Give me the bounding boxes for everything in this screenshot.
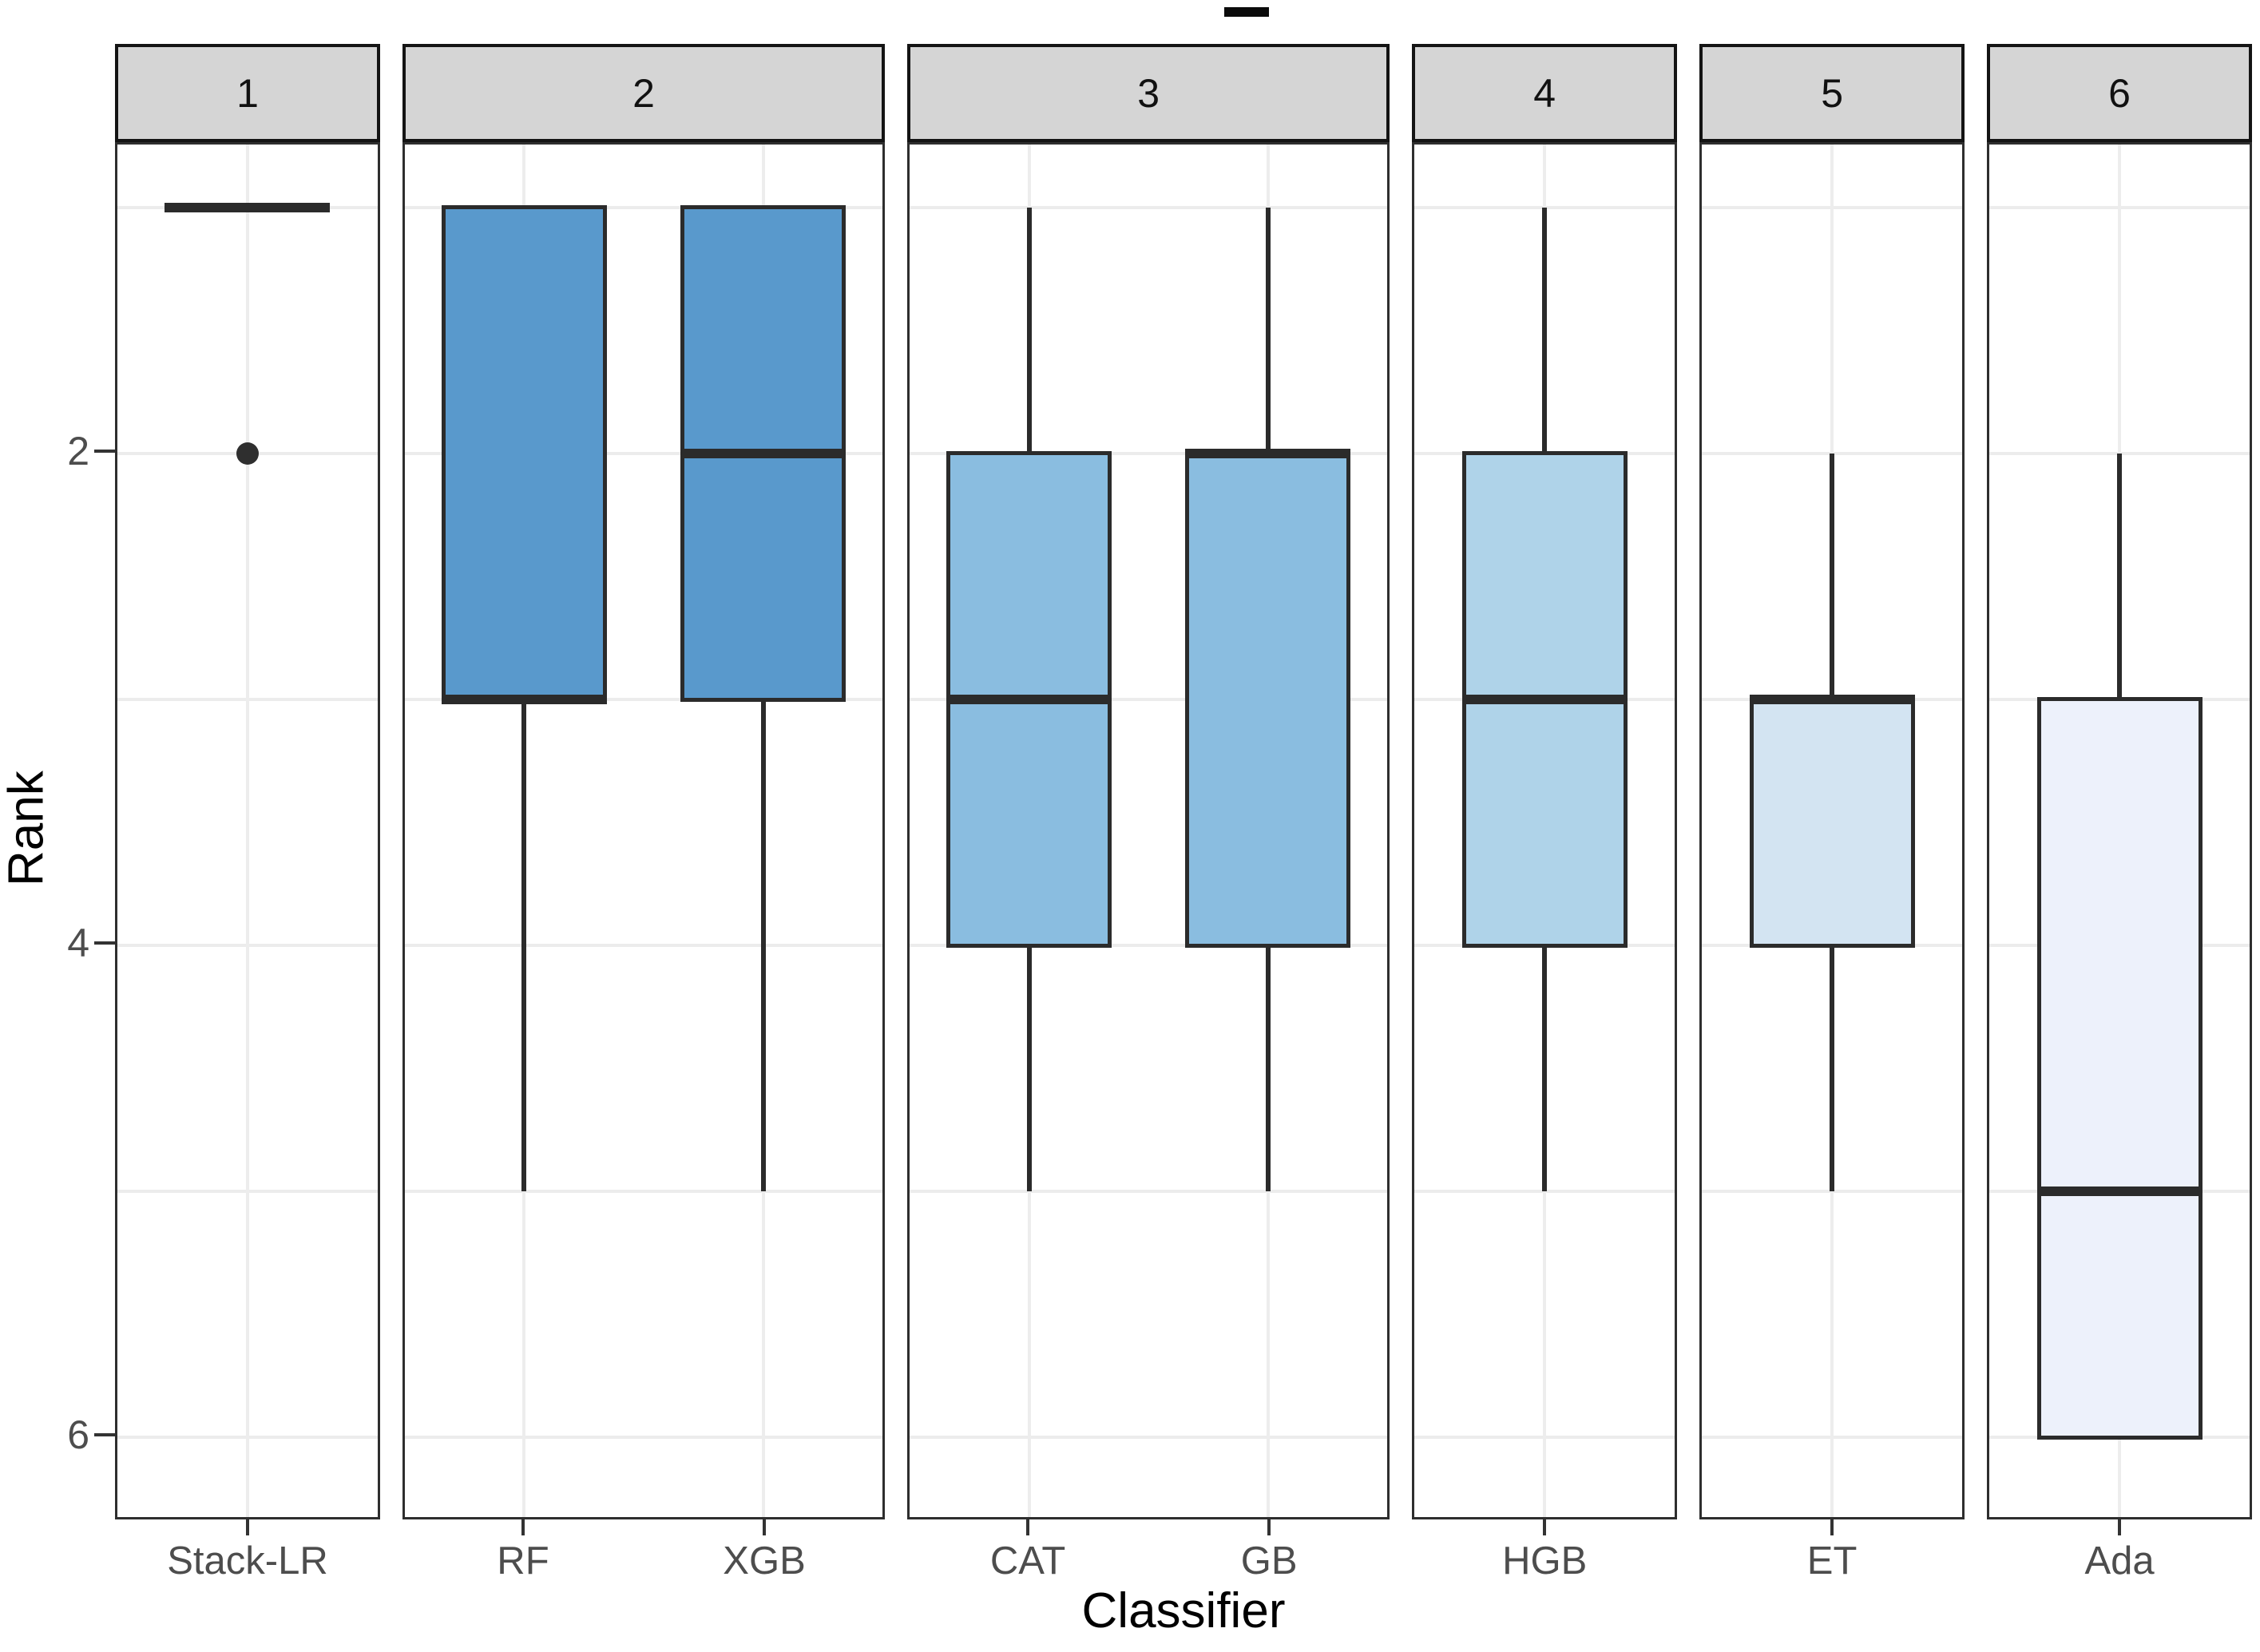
y-tick-labels: 2 4 6 [45, 142, 89, 1515]
facet-strip: 1 [115, 44, 380, 142]
x-axis-row: ET [1699, 1519, 1965, 1593]
gridline-horizontal [910, 206, 1388, 209]
gridline-horizontal [404, 206, 883, 209]
boxplot-box [2036, 697, 2203, 1440]
x-tick-label: CAT [989, 1539, 1066, 1583]
x-tick-mark [763, 1519, 767, 1535]
y-tick-mark [94, 450, 115, 453]
gridline-horizontal [404, 944, 883, 947]
y-tick-label: 6 [67, 1412, 89, 1457]
y-tick-mark [94, 941, 115, 945]
gridline-horizontal [910, 698, 1388, 701]
title-mark [1224, 7, 1269, 17]
gridline-horizontal [404, 1436, 883, 1439]
facet-panel [402, 142, 886, 1519]
facet: 3 CAT GB [907, 44, 1390, 1593]
facet-strip-label: 2 [632, 70, 655, 116]
y-tick-marks [94, 142, 115, 1515]
outlier-point [236, 442, 259, 465]
x-axis-row: Stack-LR [115, 1519, 380, 1593]
median-line [1461, 695, 1628, 704]
facet-strip-label: 1 [236, 70, 259, 116]
facet-strip-label: 3 [1137, 70, 1160, 116]
gridline-horizontal [404, 1190, 883, 1193]
gridline-horizontal [910, 1436, 1388, 1439]
x-tick-mark [2118, 1519, 2122, 1535]
facet-strip: 3 [907, 44, 1390, 142]
median-line [946, 695, 1112, 704]
x-axis-row: RF XGB [402, 1519, 885, 1593]
facet-strip-label: 6 [2108, 70, 2131, 116]
facet-panel [1699, 142, 1965, 1519]
median-line [1749, 695, 1915, 704]
boxplot-box [441, 205, 607, 702]
gridline-horizontal [910, 944, 1388, 947]
facet-strip: 2 [402, 44, 886, 142]
facet: 2 RF XGB [402, 44, 886, 1593]
y-tick-mark [94, 1433, 115, 1436]
x-tick-label: GB [1240, 1539, 1298, 1583]
y-tick-label: 4 [67, 921, 89, 965]
gridline-horizontal [910, 452, 1388, 455]
x-axis-row: HGB [1412, 1519, 1677, 1593]
boxplot-box [1185, 451, 1351, 948]
facet-strip: 5 [1699, 44, 1965, 142]
facet-strip: 4 [1412, 44, 1678, 142]
x-tick-label: ET [1806, 1539, 1858, 1583]
facet: 1 Stack-LR [115, 44, 380, 1593]
facet-strip: 6 [1987, 44, 2252, 142]
x-tick-mark [245, 1519, 249, 1535]
facet-panel [1987, 142, 2252, 1519]
median-line [1185, 449, 1351, 458]
gridline-horizontal [910, 1190, 1388, 1193]
x-tick-label: Stack-LR [167, 1539, 328, 1583]
y-tick-label: 2 [67, 429, 89, 473]
x-tick-mark [521, 1519, 525, 1535]
x-tick-mark [1267, 1519, 1271, 1535]
facet-row: 1 Stack-LR 2 RF XGB 3 CAT GB 4 HGB 5 ET 6 Ada [115, 44, 2252, 1593]
facet-panel [1412, 142, 1678, 1519]
x-tick-mark [1830, 1519, 1834, 1535]
gridline-vertical [245, 145, 249, 1517]
facet: 5 ET [1699, 44, 1965, 1593]
x-tick-label: HGB [1502, 1539, 1588, 1583]
x-tick-mark [1543, 1519, 1547, 1535]
gridline-horizontal [404, 452, 883, 455]
x-axis-title: Classifier [1081, 1583, 1286, 1638]
facet-strip-label: 5 [1821, 70, 1843, 116]
x-tick-label: Ada [2084, 1539, 2155, 1583]
x-tick-label: XGB [723, 1539, 806, 1583]
facet: 6 Ada [1987, 44, 2252, 1593]
median-line [165, 203, 331, 212]
boxplot-box [1749, 697, 1915, 948]
x-tick-label: RF [497, 1539, 549, 1583]
x-axis-row: Ada [1987, 1519, 2252, 1593]
median-line [2036, 1187, 2203, 1196]
facet: 4 HGB [1412, 44, 1678, 1593]
facet-panel [907, 142, 1390, 1519]
x-axis-row: CAT GB [907, 1519, 1390, 1593]
facet-strip-label: 4 [1533, 70, 1556, 116]
facet-panel [115, 142, 380, 1519]
median-line [441, 695, 607, 704]
gridline-horizontal [404, 698, 883, 701]
x-tick-mark [1026, 1519, 1030, 1535]
median-line [680, 449, 847, 458]
